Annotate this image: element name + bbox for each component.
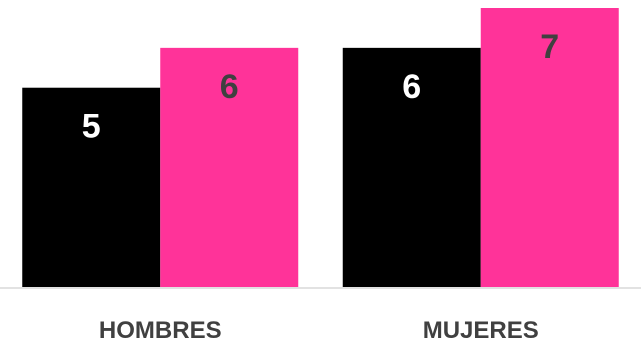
category-label-mujeres: MUJERES (423, 317, 539, 343)
bar-mujeres-series-2 (480, 8, 619, 287)
category-label-hombres: HOMBRES (99, 317, 222, 343)
category-labels-group: HOMBRES MUJERES (99, 317, 539, 343)
bar-hombres-series-1 (22, 87, 161, 287)
data-label-hombres-series-1: 5 (82, 108, 101, 146)
bars-group (22, 8, 619, 287)
bar-hombres-series-2 (160, 47, 299, 287)
bar-mujeres-series-1 (342, 47, 481, 287)
data-labels-group: 5 6 6 7 (82, 28, 559, 146)
data-label-mujeres-series-2: 7 (540, 28, 559, 66)
data-label-hombres-series-2: 6 (220, 68, 239, 106)
data-label-mujeres-series-1: 6 (402, 68, 421, 106)
